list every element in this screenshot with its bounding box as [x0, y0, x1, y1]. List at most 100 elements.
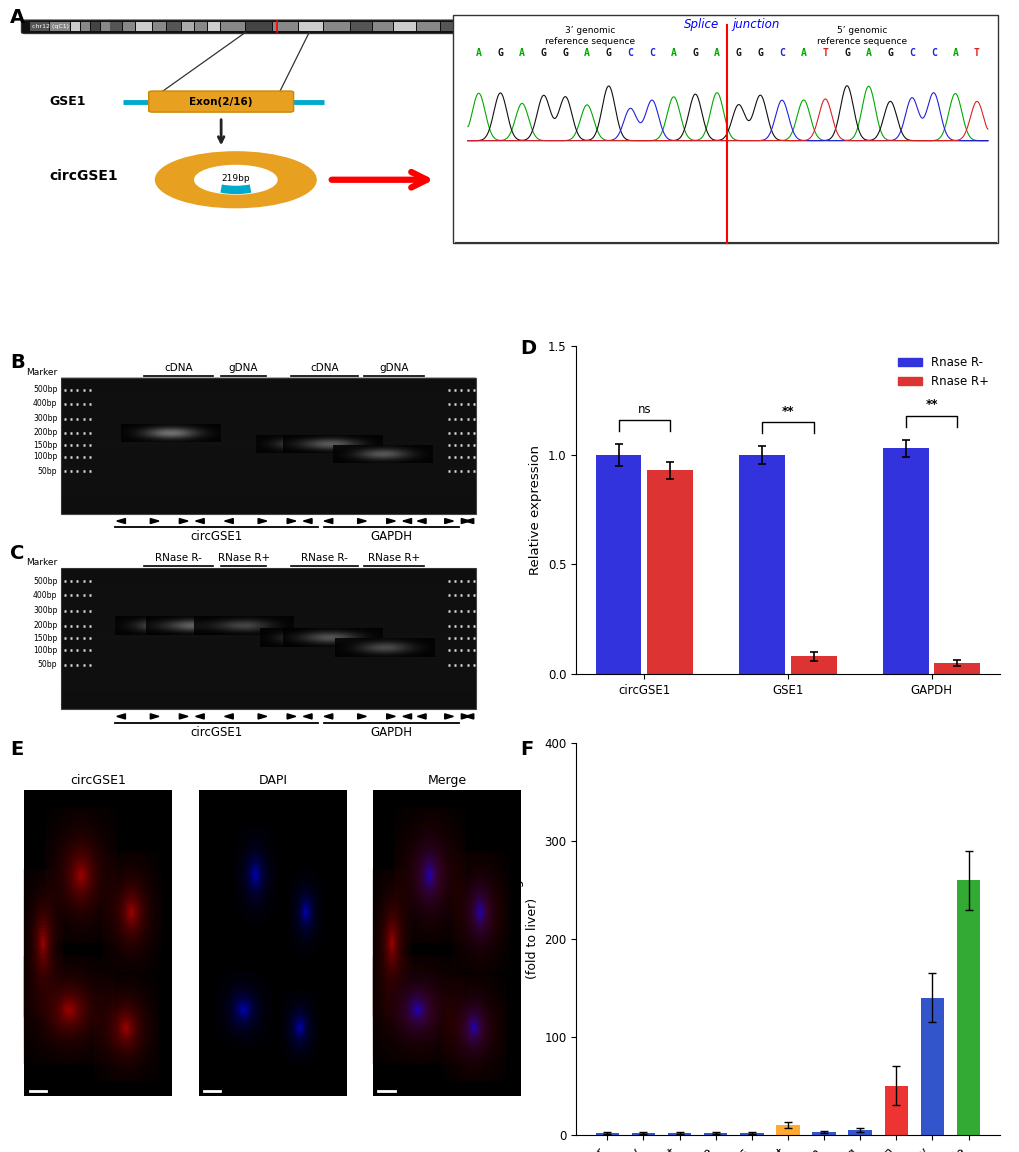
Text: 500bp: 500bp [33, 386, 57, 394]
Polygon shape [461, 518, 470, 523]
Bar [61, 378, 476, 382]
Text: A: A [584, 48, 589, 58]
Bar [61, 491, 476, 497]
Text: GAPDH: GAPDH [371, 726, 413, 738]
Bar [123, 22, 135, 31]
Bar [61, 690, 476, 696]
Text: 100bp: 100bp [33, 453, 57, 462]
Text: 400bp: 400bp [33, 399, 57, 408]
Bar [61, 601, 476, 606]
Bar [61, 672, 476, 676]
Bar [61, 615, 476, 620]
Bar [61, 500, 476, 505]
Text: T: T [821, 48, 827, 58]
Bar [61, 582, 476, 588]
Bar [71, 22, 81, 31]
Bar [153, 22, 166, 31]
Text: circGSE1: circGSE1 [70, 774, 126, 787]
Bar [61, 486, 476, 492]
Text: C: C [627, 48, 633, 58]
Bar [61, 704, 476, 710]
Polygon shape [224, 518, 233, 523]
FancyBboxPatch shape [21, 20, 528, 33]
Bar [790, 657, 836, 674]
Text: circGSE1: circGSE1 [191, 726, 243, 738]
Bar [61, 505, 476, 509]
Text: Splice: Splice [684, 17, 718, 31]
Bar [441, 22, 465, 31]
Bar [394, 22, 416, 31]
Text: D: D [520, 339, 536, 357]
Bar [631, 1132, 654, 1135]
Text: A: A [713, 48, 719, 58]
Text: cDNA: cDNA [310, 363, 338, 372]
Text: T: T [973, 48, 979, 58]
Bar [50, 22, 70, 31]
Bar [739, 455, 785, 674]
Text: A: A [952, 48, 957, 58]
Polygon shape [224, 714, 233, 719]
Bar [61, 477, 476, 483]
Polygon shape [358, 518, 366, 523]
Bar [324, 22, 351, 31]
Polygon shape [417, 714, 426, 719]
Bar [61, 591, 476, 597]
Bar [61, 455, 476, 460]
Polygon shape [150, 518, 159, 523]
Circle shape [195, 166, 277, 194]
Bar [136, 22, 152, 31]
Text: A: A [671, 48, 676, 58]
Text: A: A [475, 48, 481, 58]
Bar [61, 509, 476, 514]
Bar [61, 647, 476, 653]
Bar [61, 685, 476, 690]
Bar [490, 22, 519, 31]
Text: ns: ns [637, 403, 650, 416]
Text: C: C [10, 544, 24, 562]
Bar [61, 658, 476, 662]
Bar [61, 568, 476, 573]
Polygon shape [417, 518, 426, 523]
Bar [300, 22, 323, 31]
Bar [933, 664, 979, 674]
Bar [61, 629, 476, 635]
Text: **: ** [781, 404, 794, 418]
Text: RNase R+: RNase R+ [368, 553, 420, 563]
Text: Merge: Merge [427, 774, 467, 787]
Bar [740, 1132, 763, 1135]
Bar [221, 22, 245, 31]
Text: F: F [520, 740, 533, 758]
Text: 400bp: 400bp [33, 591, 57, 600]
Text: 100bp: 100bp [33, 645, 57, 654]
Text: Marker: Marker [26, 367, 57, 377]
Bar [452, 15, 997, 243]
Bar [110, 22, 122, 31]
Text: circGSE1: circGSE1 [191, 530, 243, 544]
Bar [351, 22, 372, 31]
Bar [61, 482, 476, 487]
Text: G: G [844, 48, 849, 58]
Bar [61, 414, 476, 418]
Text: GAPDH: GAPDH [371, 530, 413, 544]
Bar [61, 662, 476, 667]
Bar [61, 643, 476, 649]
Bar [61, 386, 476, 392]
Polygon shape [403, 518, 411, 523]
Text: 219bp: 219bp [221, 174, 250, 183]
Text: 500bp: 500bp [33, 577, 57, 585]
Bar [61, 446, 476, 450]
Bar [595, 1132, 619, 1135]
Bar [61, 381, 476, 387]
Bar [61, 667, 476, 672]
Text: circGSE1: circGSE1 [50, 169, 118, 183]
Polygon shape [258, 714, 267, 719]
Circle shape [155, 152, 316, 207]
Bar [91, 22, 100, 31]
Y-axis label: CircGSE1 fold change
(fold to liver): CircGSE1 fold change (fold to liver) [511, 871, 538, 1007]
Polygon shape [287, 518, 296, 523]
Bar [61, 624, 476, 629]
Polygon shape [444, 518, 452, 523]
Bar [920, 998, 944, 1135]
Polygon shape [465, 518, 473, 523]
Text: B: B [10, 353, 24, 371]
